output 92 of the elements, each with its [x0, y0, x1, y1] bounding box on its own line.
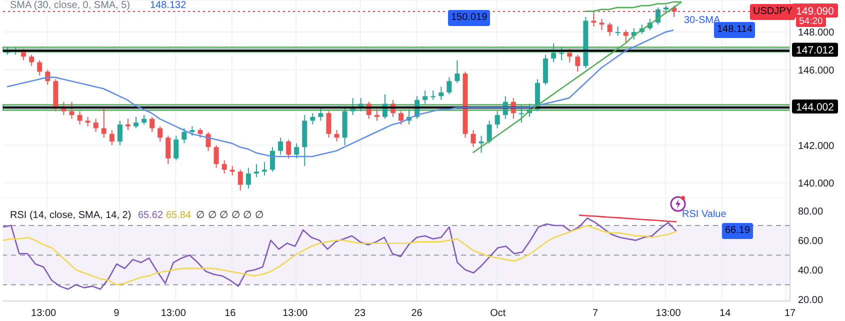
ref-line-label: 149.090: [796, 6, 834, 18]
candlestick: [125, 118, 130, 131]
x-tick-label: 7: [592, 308, 598, 320]
annotation: RSI Value: [682, 209, 726, 221]
candlestick: [150, 116, 155, 132]
candlestick: [254, 164, 259, 178]
candlestick: [599, 18, 604, 31]
candlestick: [575, 54, 580, 72]
x-tick-label: 16: [224, 308, 236, 320]
candlestick: [85, 116, 90, 127]
x-tick-label: 13:00: [31, 308, 57, 320]
candlestick: [77, 110, 82, 125]
candlestick: [198, 128, 203, 138]
candlestick: [69, 101, 74, 120]
candlestick: [117, 120, 122, 146]
x-tick-label: 9: [114, 308, 120, 320]
candlestick: [142, 114, 147, 125]
annotation: 150.019: [448, 10, 490, 26]
candlestick: [294, 142, 300, 159]
x-tick-label: 13:00: [656, 308, 682, 320]
annotation: ∅ ∅ ∅ ∅ ∅ ∅: [196, 210, 264, 222]
candlestick: [270, 146, 276, 172]
x-tick-label: 17: [784, 308, 796, 320]
candlestick: [190, 126, 195, 136]
candlestick: [278, 137, 284, 156]
y-tick-label: 140.000: [798, 178, 835, 190]
candlestick: [615, 26, 620, 36]
candlestick: [486, 120, 492, 144]
candlestick: [214, 144, 219, 168]
ref-line-label: 147.012: [796, 44, 834, 57]
candlestick: [454, 60, 460, 84]
candlestick: [286, 139, 292, 159]
y-tick-label: 60.00: [798, 236, 824, 247]
candlestick: [262, 162, 267, 176]
candlestick: [567, 48, 572, 63]
y-tick-label: 20.00: [798, 295, 824, 306]
candlestick: [398, 110, 404, 125]
candlestick: [422, 90, 428, 104]
candlestick: [174, 135, 179, 161]
candlestick: [470, 130, 476, 148]
x-tick-label: 26: [411, 308, 423, 320]
annotation: 66.19: [722, 223, 754, 239]
candlestick: [438, 86, 444, 100]
candlestick: [518, 105, 524, 124]
x-tick-label: 13:00: [160, 308, 186, 320]
candlestick: [374, 108, 380, 122]
candlestick: [29, 54, 34, 66]
candlestick: [238, 169, 243, 191]
line-series: [578, 214, 678, 222]
candlestick: [109, 130, 114, 146]
candlestick: [326, 110, 332, 138]
candlestick: [101, 106, 106, 138]
y-tick-label: 146.000: [798, 65, 835, 76]
x-tick-label: 14: [720, 308, 732, 320]
candlestick: [430, 90, 436, 100]
x-tick-label: 23: [354, 308, 366, 320]
y-tick-label: 148.000: [798, 28, 835, 39]
annotation: 65.84: [166, 210, 192, 222]
line-series: [2, 224, 678, 286]
candlestick: [607, 22, 612, 36]
ref-line-label: 144.002: [796, 101, 834, 114]
candlestick: [133, 116, 138, 129]
annotation: 65.62: [138, 210, 164, 222]
candlestick: [591, 10, 596, 27]
candlestick: [93, 118, 98, 132]
candlestick: [623, 30, 628, 44]
candlestick: [246, 167, 251, 190]
y-tick-label: 40.00: [798, 265, 824, 276]
candlestick: [446, 76, 452, 95]
x-tick-label: 13:00: [282, 308, 308, 320]
candlestick: [166, 135, 171, 165]
candlestick: [559, 46, 564, 61]
candlestick: [222, 160, 227, 174]
candlestick: [37, 60, 42, 76]
x-tick-label: Oct: [490, 308, 506, 320]
candlestick: [334, 130, 340, 142]
candlestick: [318, 106, 324, 122]
candlestick: [551, 42, 556, 63]
candlestick: [478, 135, 484, 154]
candlestick: [310, 112, 316, 125]
y-tick-label: 80.00: [798, 206, 824, 218]
candlestick: [158, 126, 163, 142]
annotation: USDJPY: [750, 4, 796, 20]
candlestick: [494, 110, 500, 129]
annotation: RSI (14, close, SMA, 14, 2): [10, 210, 132, 222]
candlestick: [230, 165, 235, 176]
y-tick-label: 142.000: [798, 140, 835, 152]
annotation: 148.132: [150, 0, 186, 12]
text: 54:20: [796, 16, 826, 27]
annotation: 148.114: [714, 22, 756, 38]
annotation: SMA (30, close, 0, SMA, 5): [10, 0, 130, 12]
candlestick: [182, 128, 187, 144]
